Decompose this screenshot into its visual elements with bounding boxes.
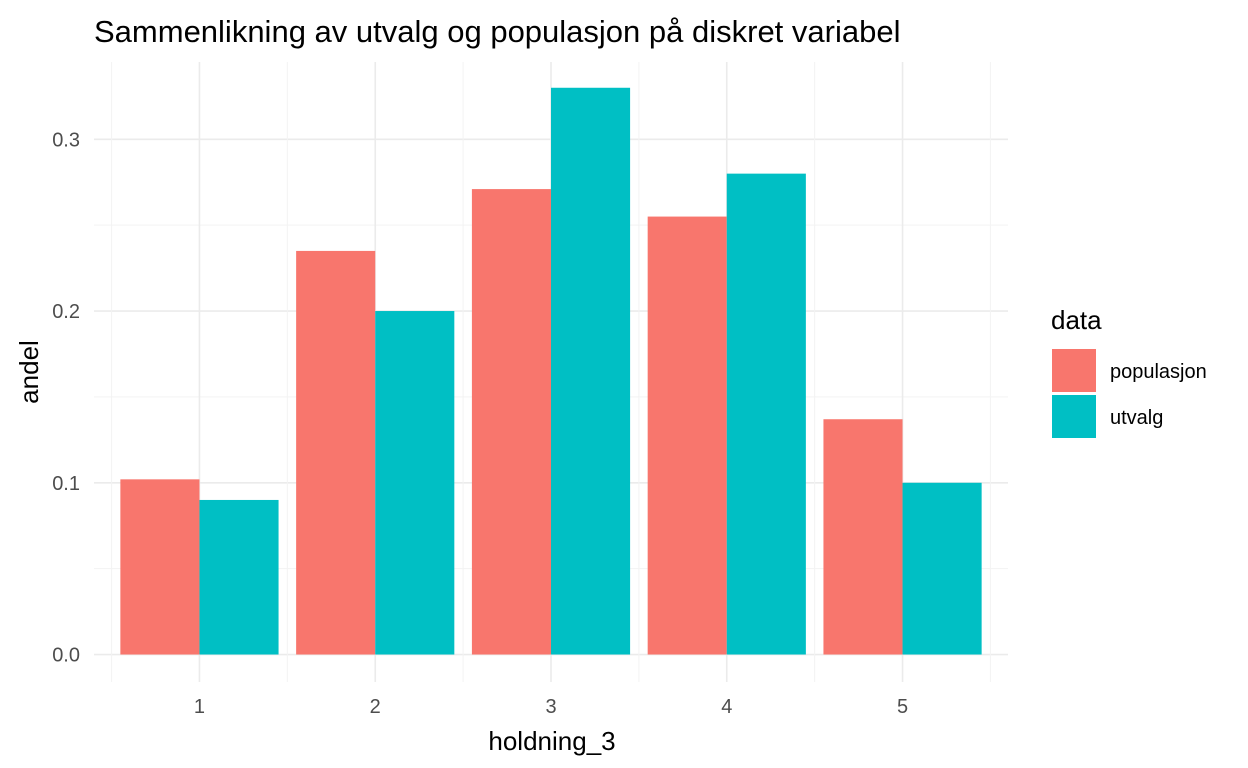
legend-title: data bbox=[1051, 305, 1102, 335]
bar-utvalg-3 bbox=[551, 87, 631, 655]
bar-utvalg-4 bbox=[726, 173, 806, 655]
legend-swatch-populasjon bbox=[1052, 349, 1096, 392]
x-tick-label: 4 bbox=[721, 696, 732, 718]
y-tick-label: 0.2 bbox=[52, 301, 80, 323]
chart-title: Sammenlikning av utvalg og populasjon på… bbox=[94, 14, 900, 49]
bar-utvalg-2 bbox=[375, 311, 455, 655]
y-tick-label: 0.1 bbox=[52, 473, 80, 495]
x-tick-label: 1 bbox=[194, 696, 205, 718]
legend: data populasjon utvalg bbox=[1051, 305, 1207, 438]
x-tick-label: 3 bbox=[545, 696, 556, 718]
bar-utvalg-1 bbox=[199, 499, 279, 655]
legend-label-populasjon: populasjon bbox=[1110, 361, 1207, 383]
bar-populasjon-1 bbox=[120, 479, 200, 655]
x-axis-title: holdning_3 bbox=[488, 726, 615, 756]
y-tick-label: 0.3 bbox=[52, 129, 80, 151]
y-axis-title: andel bbox=[14, 340, 44, 404]
x-tick-label: 2 bbox=[370, 696, 381, 718]
bars bbox=[120, 87, 982, 655]
bar-populasjon-3 bbox=[471, 189, 551, 655]
bar-populasjon-4 bbox=[647, 216, 727, 655]
x-axis-ticks: 1 2 3 4 5 bbox=[194, 696, 908, 718]
legend-label-utvalg: utvalg bbox=[1110, 407, 1163, 429]
y-tick-label: 0.0 bbox=[52, 645, 80, 667]
y-axis-ticks: 0.0 0.1 0.2 0.3 bbox=[52, 129, 80, 666]
legend-swatch-utvalg bbox=[1052, 395, 1096, 438]
bar-utvalg-5 bbox=[902, 482, 982, 655]
x-tick-label: 5 bbox=[897, 696, 908, 718]
bar-populasjon-2 bbox=[296, 250, 376, 655]
bar-populasjon-5 bbox=[823, 419, 903, 655]
